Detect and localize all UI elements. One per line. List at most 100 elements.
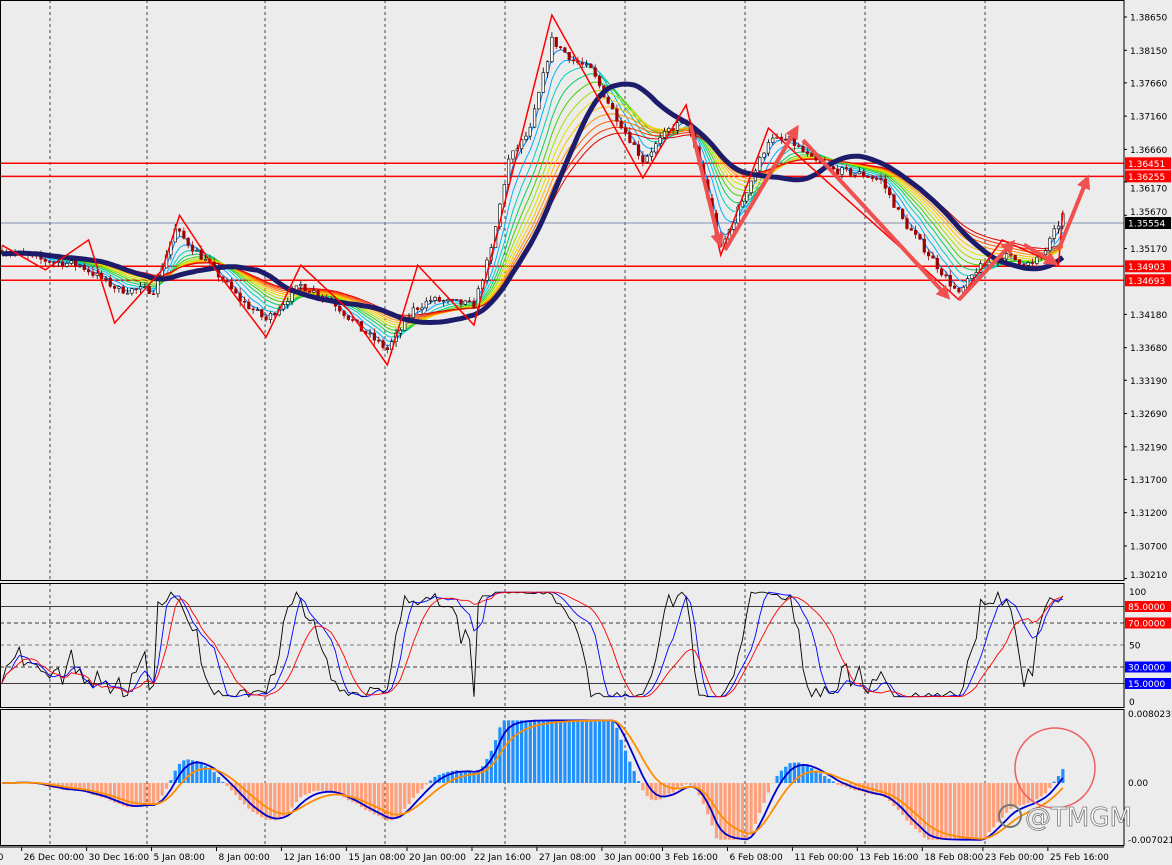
- macd-histogram-bar: [394, 783, 398, 818]
- macd-histogram-bar: [619, 739, 623, 783]
- candle-body: [225, 280, 229, 283]
- candle-body: [883, 178, 887, 189]
- macd-histogram-bar: [918, 783, 922, 833]
- candle-body: [260, 309, 264, 318]
- arrow-head-icon: [1077, 174, 1091, 191]
- time-axis-label: 6 Feb 08:00: [729, 853, 783, 863]
- macd-histogram-bar: [909, 783, 913, 826]
- candle-body: [948, 275, 952, 287]
- stoch-level-label: 70.0000: [1128, 620, 1165, 630]
- stoch-level-label: 15.0000: [1128, 680, 1165, 690]
- macd-histogram-bar: [658, 783, 662, 800]
- candle-body: [134, 288, 138, 291]
- candle-body: [455, 299, 459, 301]
- macd-histogram-bar: [446, 771, 450, 783]
- time-axis-label: 22 Jan 16:00: [474, 853, 531, 863]
- time-axis-label: :00: [0, 853, 4, 863]
- macd-histogram-bar: [121, 783, 125, 806]
- macd-histogram-bar: [667, 783, 671, 795]
- stoch-level-tag: [1125, 678, 1171, 689]
- candle-body: [550, 37, 554, 62]
- macd-histogram-bar: [623, 750, 628, 783]
- candle-body: [545, 61, 550, 73]
- macd-histogram-bar: [537, 720, 541, 783]
- arrow-head-icon: [710, 232, 725, 248]
- macd-histogram-bar: [95, 783, 99, 796]
- candle-body: [368, 332, 372, 335]
- candle-body: [74, 260, 78, 267]
- candle-body: [43, 258, 47, 262]
- candle-body: [411, 307, 415, 318]
- candle-body: [199, 249, 203, 260]
- candle-body: [82, 264, 86, 270]
- macd-histogram-bar: [723, 783, 727, 840]
- macd-histogram-bar: [931, 783, 935, 840]
- macd-histogram-bar: [814, 770, 818, 783]
- macd-histogram-bar: [307, 783, 312, 794]
- macd-histogram-bar: [242, 783, 247, 805]
- candle-body: [758, 157, 762, 172]
- candle-body: [632, 142, 636, 145]
- candle-body: [234, 288, 238, 294]
- panel-frame: [0, 0, 1125, 581]
- price-axis-label: 1.36170: [1130, 184, 1167, 194]
- candle-body: [554, 37, 558, 47]
- macd-histogram-bar: [550, 720, 554, 783]
- candle-body: [433, 297, 437, 301]
- current-price-label: 1.35554: [1128, 219, 1165, 229]
- candle-body: [229, 281, 234, 290]
- macd-histogram-bar: [338, 783, 342, 796]
- trend-arrow: [688, 124, 725, 248]
- macd-histogram-bar: [416, 783, 420, 794]
- time-axis-label: 12 Jan 16:00: [283, 853, 340, 863]
- candle-body: [606, 96, 610, 104]
- candle-body: [177, 228, 182, 232]
- candle-body: [732, 222, 736, 230]
- macd-histogram-bar: [749, 783, 753, 834]
- macd-histogram-bar: [758, 783, 762, 813]
- macd-histogram-bar: [927, 783, 931, 840]
- macd-histogram-bar: [472, 772, 476, 783]
- macd-histogram-bar: [299, 783, 303, 798]
- candle-body: [398, 329, 402, 334]
- candle-body: [424, 300, 428, 309]
- macd-histogram-bar: [710, 783, 714, 826]
- candle-body: [1026, 262, 1030, 266]
- macd-histogram-bar: [762, 783, 766, 803]
- macd-histogram-bar: [455, 770, 459, 783]
- candle-body: [65, 263, 69, 267]
- candle-body: [528, 126, 532, 137]
- candle-body: [112, 286, 117, 289]
- macd-histogram-bar: [342, 783, 346, 798]
- candle-body: [125, 292, 130, 295]
- panel-frame: [0, 583, 1125, 708]
- arrow-head-icon: [935, 284, 951, 300]
- macd-histogram-bar: [563, 720, 567, 783]
- candle-body: [420, 307, 424, 310]
- macd-histogram-bar: [662, 783, 667, 797]
- macd-histogram-bar: [182, 760, 186, 783]
- candle-body: [623, 127, 628, 133]
- macd-histogram-bar: [914, 783, 918, 829]
- macd-histogram-bar: [104, 783, 108, 799]
- macd-histogram-bar: [745, 783, 749, 840]
- macd-histogram-bar: [1030, 783, 1035, 802]
- macd-histogram-bar: [186, 759, 190, 783]
- candle-body: [281, 304, 286, 310]
- stochastic-panel: [0, 590, 1124, 698]
- macd-histogram-bar: [273, 783, 277, 821]
- trend-arrow: [801, 138, 951, 300]
- time-axis-label: 3 Feb 16:00: [664, 853, 718, 863]
- candle-body: [940, 268, 944, 276]
- candle-body: [299, 284, 303, 287]
- arrow-shaft: [801, 138, 947, 296]
- candle-body: [108, 277, 112, 287]
- macd-histogram-bar: [970, 783, 974, 840]
- price-axis-label: 1.35670: [1130, 208, 1167, 218]
- macd-histogram-bar: [940, 783, 944, 840]
- macd-histogram-bar: [199, 763, 203, 783]
- arrow-shaft: [1056, 181, 1088, 251]
- macd-histogram-bar: [377, 783, 381, 817]
- candle-body: [580, 62, 584, 65]
